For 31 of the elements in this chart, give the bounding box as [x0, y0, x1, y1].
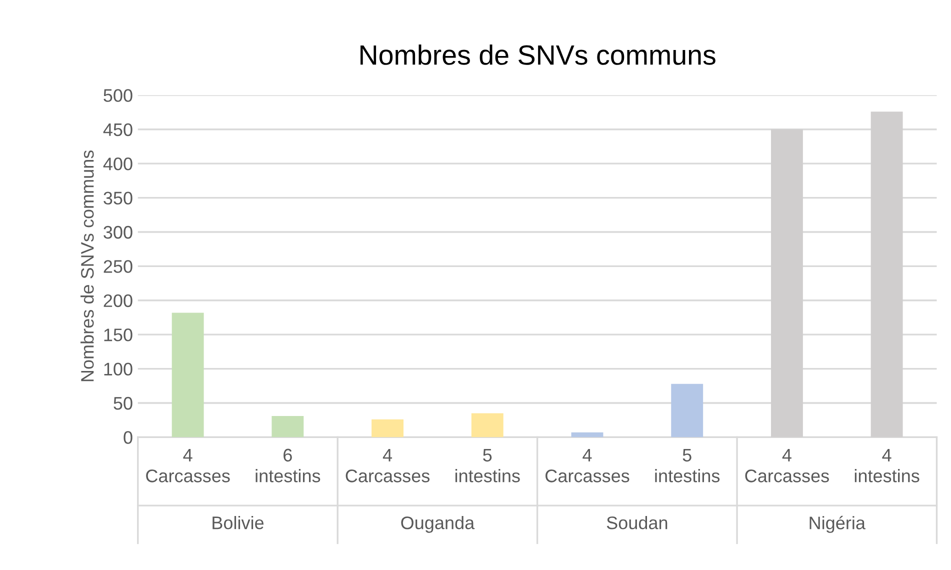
y-tick-label: 250	[104, 260, 132, 273]
text: Ouganda	[401, 516, 475, 533]
x-tick-label: 4 Carcasses	[745, 448, 829, 482]
bar	[172, 312, 204, 438]
text: Soudan	[606, 516, 668, 530]
x-tick-label: 4 Carcasses	[346, 448, 430, 482]
text: Nigéria	[810, 516, 866, 533]
x-tick-label: 4 Carcasses	[546, 448, 630, 482]
y-tick-label: 150	[104, 328, 132, 342]
y-tick-label: 300	[104, 226, 132, 239]
y-tick-label: 450	[103, 123, 132, 136]
bar	[272, 416, 304, 438]
x-tick-label: 6 intestins	[256, 448, 320, 482]
bar	[372, 419, 404, 438]
y-tick-label: 100	[104, 362, 132, 376]
x-tick-label: 4 intestins	[854, 448, 920, 482]
x-tick-label: 5 intestins	[455, 448, 520, 482]
x-tick-label: 4 Carcasses	[146, 448, 230, 482]
y-tick-label: 500	[104, 89, 132, 102]
bar	[571, 432, 604, 438]
chart-title: Nombres de SNVs communs	[360, 44, 716, 65]
bar	[671, 384, 704, 438]
y-tick-label: 400	[103, 158, 132, 170]
y-tick-label: 0	[124, 431, 132, 444]
y-axis-title: Nombres de SNVs communs	[80, 150, 94, 382]
text: Bolivie	[212, 516, 264, 530]
y-tick-label: 50	[114, 396, 132, 410]
x-tick-label: 5 intestins	[655, 448, 720, 482]
y-tick-label: 200	[104, 294, 132, 308]
y-tick-label: 350	[104, 192, 132, 205]
bar	[471, 413, 504, 438]
